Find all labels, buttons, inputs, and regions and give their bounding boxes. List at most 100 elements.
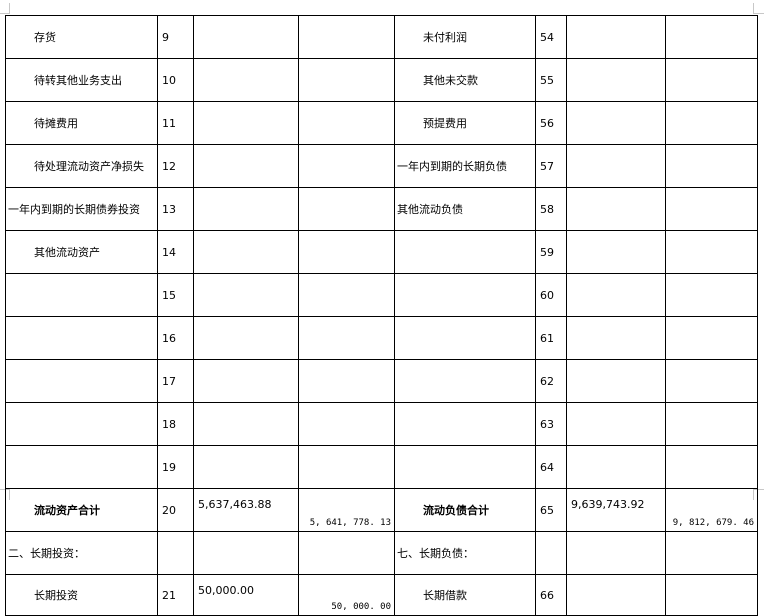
right-ending-balance-cell[interactable] bbox=[665, 359, 758, 403]
left-ending-balance-cell[interactable] bbox=[298, 230, 395, 274]
left-item-cell[interactable]: 待转其他业务支出 bbox=[5, 58, 158, 102]
left-item-cell[interactable] bbox=[5, 273, 158, 317]
right-beginning-balance-cell[interactable] bbox=[566, 359, 666, 403]
left-line-number-cell[interactable]: 18 bbox=[157, 402, 194, 446]
right-line-number-cell[interactable] bbox=[535, 531, 567, 575]
right-item-cell[interactable]: 预提费用 bbox=[394, 101, 536, 145]
left-beginning-balance-cell[interactable]: 5,637,463.88 bbox=[193, 488, 299, 532]
left-item-cell[interactable]: 一年内到期的长期债券投资 bbox=[5, 187, 158, 231]
left-beginning-balance-cell[interactable] bbox=[193, 402, 299, 446]
left-item-cell[interactable]: 其他流动资产 bbox=[5, 230, 158, 274]
right-item-cell[interactable]: 七、长期负债： bbox=[394, 531, 536, 575]
right-beginning-balance-cell[interactable] bbox=[566, 445, 666, 489]
right-line-number-cell[interactable]: 55 bbox=[535, 58, 567, 102]
right-ending-balance-cell[interactable] bbox=[665, 101, 758, 145]
left-item-cell[interactable]: 待摊费用 bbox=[5, 101, 158, 145]
right-ending-balance-cell[interactable] bbox=[665, 15, 758, 59]
left-ending-balance-cell[interactable] bbox=[298, 15, 395, 59]
left-beginning-balance-cell[interactable] bbox=[193, 101, 299, 145]
right-line-number-cell[interactable]: 66 bbox=[535, 574, 567, 616]
left-line-number-cell[interactable]: 12 bbox=[157, 144, 194, 188]
left-line-number-cell[interactable] bbox=[157, 531, 194, 575]
right-line-number-cell[interactable]: 65 bbox=[535, 488, 567, 532]
right-line-number-cell[interactable]: 57 bbox=[535, 144, 567, 188]
left-item-cell[interactable] bbox=[5, 359, 158, 403]
left-item-cell[interactable] bbox=[5, 445, 158, 489]
right-item-cell[interactable] bbox=[394, 316, 536, 360]
right-line-number-cell[interactable]: 62 bbox=[535, 359, 567, 403]
right-beginning-balance-cell[interactable] bbox=[566, 273, 666, 317]
right-beginning-balance-cell[interactable] bbox=[566, 531, 666, 575]
right-beginning-balance-cell[interactable]: 9,639,743.92 bbox=[566, 488, 666, 532]
right-item-cell[interactable] bbox=[394, 230, 536, 274]
left-beginning-balance-cell[interactable] bbox=[193, 316, 299, 360]
right-beginning-balance-cell[interactable] bbox=[566, 15, 666, 59]
left-item-cell[interactable]: 待处理流动资产净损失 bbox=[5, 144, 158, 188]
right-line-number-cell[interactable]: 60 bbox=[535, 273, 567, 317]
right-beginning-balance-cell[interactable] bbox=[566, 187, 666, 231]
right-line-number-cell[interactable]: 61 bbox=[535, 316, 567, 360]
left-line-number-cell[interactable]: 11 bbox=[157, 101, 194, 145]
left-beginning-balance-cell[interactable] bbox=[193, 187, 299, 231]
left-ending-balance-cell[interactable] bbox=[298, 359, 395, 403]
right-line-number-cell[interactable]: 54 bbox=[535, 15, 567, 59]
right-beginning-balance-cell[interactable] bbox=[566, 316, 666, 360]
left-ending-balance-cell[interactable] bbox=[298, 101, 395, 145]
left-beginning-balance-cell[interactable] bbox=[193, 273, 299, 317]
left-item-cell[interactable]: 长期投资 bbox=[5, 574, 158, 616]
left-line-number-cell[interactable]: 16 bbox=[157, 316, 194, 360]
left-ending-balance-cell[interactable] bbox=[298, 531, 395, 575]
right-line-number-cell[interactable]: 64 bbox=[535, 445, 567, 489]
right-item-cell[interactable] bbox=[394, 445, 536, 489]
right-line-number-cell[interactable]: 59 bbox=[535, 230, 567, 274]
left-beginning-balance-cell[interactable] bbox=[193, 230, 299, 274]
left-ending-balance-cell[interactable] bbox=[298, 273, 395, 317]
right-beginning-balance-cell[interactable] bbox=[566, 574, 666, 616]
right-line-number-cell[interactable]: 56 bbox=[535, 101, 567, 145]
left-ending-balance-cell[interactable]: 50, 000. 00 bbox=[298, 574, 395, 616]
left-line-number-cell[interactable]: 10 bbox=[157, 58, 194, 102]
left-ending-balance-cell[interactable] bbox=[298, 316, 395, 360]
left-item-cell[interactable]: 存货 bbox=[5, 15, 158, 59]
right-item-cell[interactable]: 其他流动负债 bbox=[394, 187, 536, 231]
left-ending-balance-cell[interactable]: 5, 641, 778. 13 bbox=[298, 488, 395, 532]
right-item-cell[interactable] bbox=[394, 359, 536, 403]
left-beginning-balance-cell[interactable] bbox=[193, 359, 299, 403]
right-beginning-balance-cell[interactable] bbox=[566, 402, 666, 446]
right-ending-balance-cell[interactable] bbox=[665, 144, 758, 188]
left-line-number-cell[interactable]: 20 bbox=[157, 488, 194, 532]
left-line-number-cell[interactable]: 15 bbox=[157, 273, 194, 317]
right-line-number-cell[interactable]: 58 bbox=[535, 187, 567, 231]
right-ending-balance-cell[interactable] bbox=[665, 187, 758, 231]
right-beginning-balance-cell[interactable] bbox=[566, 101, 666, 145]
left-ending-balance-cell[interactable] bbox=[298, 445, 395, 489]
left-beginning-balance-cell[interactable] bbox=[193, 531, 299, 575]
left-line-number-cell[interactable]: 9 bbox=[157, 15, 194, 59]
right-beginning-balance-cell[interactable] bbox=[566, 230, 666, 274]
right-ending-balance-cell[interactable] bbox=[665, 402, 758, 446]
left-line-number-cell[interactable]: 13 bbox=[157, 187, 194, 231]
right-ending-balance-cell[interactable] bbox=[665, 316, 758, 360]
right-ending-balance-cell[interactable] bbox=[665, 574, 758, 616]
right-ending-balance-cell[interactable] bbox=[665, 445, 758, 489]
right-ending-balance-cell[interactable]: 9, 812, 679. 46 bbox=[665, 488, 758, 532]
right-beginning-balance-cell[interactable] bbox=[566, 58, 666, 102]
left-beginning-balance-cell[interactable] bbox=[193, 15, 299, 59]
left-item-cell[interactable]: 流动资产合计 bbox=[5, 488, 158, 532]
right-item-cell[interactable]: 一年内到期的长期负债 bbox=[394, 144, 536, 188]
right-line-number-cell[interactable]: 63 bbox=[535, 402, 567, 446]
left-line-number-cell[interactable]: 17 bbox=[157, 359, 194, 403]
left-ending-balance-cell[interactable] bbox=[298, 144, 395, 188]
left-beginning-balance-cell[interactable] bbox=[193, 144, 299, 188]
left-line-number-cell[interactable]: 21 bbox=[157, 574, 194, 616]
right-item-cell[interactable] bbox=[394, 273, 536, 317]
right-ending-balance-cell[interactable] bbox=[665, 273, 758, 317]
left-line-number-cell[interactable]: 19 bbox=[157, 445, 194, 489]
left-ending-balance-cell[interactable] bbox=[298, 402, 395, 446]
right-item-cell[interactable]: 其他未交款 bbox=[394, 58, 536, 102]
right-item-cell[interactable]: 未付利润 bbox=[394, 15, 536, 59]
right-item-cell[interactable]: 长期借款 bbox=[394, 574, 536, 616]
left-line-number-cell[interactable]: 14 bbox=[157, 230, 194, 274]
right-beginning-balance-cell[interactable] bbox=[566, 144, 666, 188]
left-ending-balance-cell[interactable] bbox=[298, 187, 395, 231]
